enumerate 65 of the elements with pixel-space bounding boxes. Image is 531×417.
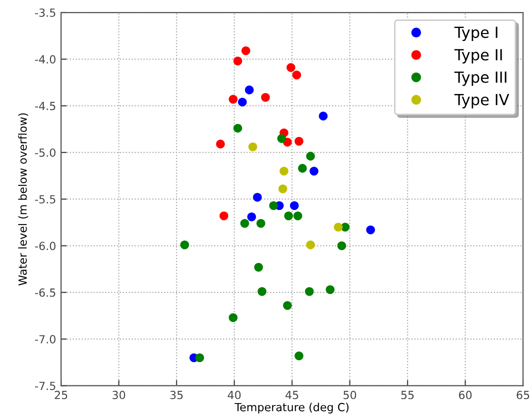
x-tick-label: 50 [344, 390, 356, 400]
point [258, 287, 266, 296]
point [310, 166, 318, 176]
x-tick-label: 40 [228, 390, 241, 400]
x-tick-label: 25 [54, 390, 68, 400]
legend-label: Type I [454, 26, 498, 42]
y-tick-label: -7.5 [35, 382, 56, 390]
point [286, 63, 296, 72]
x-tick-label: 55 [401, 390, 414, 400]
y-tick-label: -4.5 [35, 102, 56, 110]
point [195, 353, 204, 362]
point [247, 212, 256, 222]
point [294, 351, 304, 360]
y-tick-label: -6.5 [35, 288, 56, 297]
x-tick-label: 30 [112, 390, 126, 400]
point [298, 164, 307, 173]
point [269, 201, 278, 210]
y-axis-title: Water level (m below overflow) [18, 113, 28, 286]
x-tick-label: 60 [458, 390, 472, 400]
point [233, 56, 242, 66]
y-tick-label: -4.0 [35, 55, 56, 64]
point [238, 98, 247, 106]
legend-label: Type IV [454, 94, 510, 108]
point [277, 134, 286, 143]
point [241, 46, 250, 56]
legend-label: Type II [454, 49, 502, 64]
point [334, 222, 343, 232]
point [304, 287, 314, 296]
point [278, 184, 288, 194]
x-tick-label: 35 [170, 390, 183, 400]
point [284, 212, 293, 220]
point [253, 192, 262, 202]
point [254, 262, 263, 272]
point [180, 240, 190, 250]
point [228, 313, 238, 322]
y-tick-label: -7.0 [35, 335, 56, 344]
legend-label: Type III [454, 72, 506, 86]
point [306, 240, 315, 250]
point [366, 226, 375, 234]
point [290, 201, 299, 210]
point [337, 241, 346, 250]
point [244, 86, 254, 94]
point [261, 93, 270, 102]
y-tick-label: -5.5 [35, 195, 56, 204]
x-axis-title: Temperature (deg C) [234, 402, 348, 414]
point [220, 212, 228, 220]
point [248, 142, 258, 152]
y-tick-label: -5.0 [35, 148, 56, 157]
point [283, 301, 292, 310]
y-tick-label: -6.0 [35, 242, 56, 250]
point [240, 218, 250, 228]
x-tick-label: 45 [286, 390, 298, 400]
point [326, 285, 335, 294]
point [292, 70, 302, 80]
x-tick-label: 65 [516, 390, 530, 400]
point [306, 152, 315, 161]
point [228, 94, 238, 104]
y-tick-label: -3.5 [35, 8, 56, 17]
point [293, 212, 302, 220]
point [294, 136, 304, 146]
point [216, 140, 225, 148]
point [256, 218, 266, 228]
point [318, 112, 328, 120]
point [280, 166, 288, 176]
point [233, 124, 242, 133]
